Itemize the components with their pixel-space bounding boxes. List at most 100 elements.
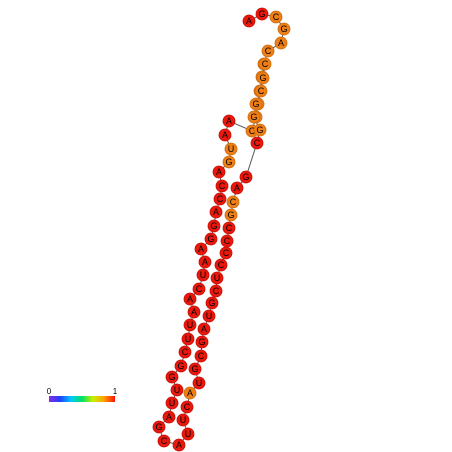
nucleotide-49: U [202,309,216,323]
nucleotide-base-label: C [217,194,224,204]
nucleotide-base-label: A [198,244,204,254]
nucleotide-circle [230,181,244,195]
nucleotide-circle [255,7,269,21]
nucleotide-base-label: U [169,398,176,408]
nucleotide-67: C [258,57,272,71]
nucleotide-base-label: C [254,138,261,148]
nucleotide-24: A [198,255,212,269]
nucleotide-base-label: C [265,46,272,56]
nucleotide-base-label: A [176,440,182,450]
nucleotide-18: C [215,179,229,193]
nucleotide-59: A [230,181,244,195]
nucleotide-circle [204,232,218,246]
nucleotide-circle [196,268,210,282]
nucleotide-circle [157,434,171,448]
nucleotide-circle [180,400,194,414]
nucleotide-63: G [247,110,261,124]
nucleotide-22: G [204,232,218,246]
nucleotide-51: C [209,284,223,298]
nucleotide-circle [214,258,228,272]
nucleotide-circle [226,195,240,209]
nucleotide-base-label: G [168,372,175,382]
nucleotide-circle [202,309,216,323]
nucleotide-circle [253,123,267,137]
nucleotide-circle [224,208,238,222]
nucleotide-66: G [256,71,270,85]
nucleotide-circle [222,114,236,128]
nucleotide-64: G [249,97,263,111]
nucleotide-21: G [207,219,221,233]
nucleotide-37: G [152,420,166,434]
nucleotide-base-label: G [250,112,257,122]
nucleotide-base-label: U [196,378,203,388]
nucleotide-52: U [210,271,224,285]
nucleotide-circle [181,427,195,441]
nucleotide-base-label: C [219,181,226,191]
nucleotide-60: G [239,170,253,184]
nucleotide-base-label: A [234,183,240,193]
nucleotide-25: U [196,268,210,282]
nucleotide-base-label: A [216,167,222,177]
nucleotide-base-label: U [187,320,194,330]
nucleotide-34: U [170,383,184,397]
nucleotide-32: G [174,359,188,373]
nucleotide-base-label: U [185,334,192,344]
nucleotide-base-label: G [225,157,232,167]
nucleotide-20: A [209,205,223,219]
nucleotide-base-label: G [252,99,259,109]
nucleotide-base-label: A [213,207,219,217]
nucleotide-circle [222,155,236,169]
nucleotide-58: C [226,195,240,209]
nucleotide-circle [194,349,208,363]
nucleotide-31: C [178,345,192,359]
nucleotide-base-label: G [208,298,215,308]
nucleotide-circle [274,36,288,50]
nucleotide-circle [256,71,270,85]
nucleotide-circle [165,370,179,384]
nucleotide-4: G [277,22,291,36]
nucleotide-48: A [197,322,211,336]
nucleotide-14: A [218,128,232,142]
nucleotide-54: C [219,246,233,260]
nucleotide-base-label: C [226,223,233,233]
nucleotide-base-label: C [223,248,230,258]
nucleotide-circle [220,234,234,248]
nucleotide-35: U [165,396,179,410]
nucleotide-circle [195,335,209,349]
nucleotide-30: U [181,332,195,346]
nucleotide-base-label: G [242,172,249,182]
nucleotide-13: A [222,114,236,128]
nucleotide-base-label: A [278,38,284,48]
nucleotide-65: C [254,84,268,98]
nucleotide-base-label: C [213,286,220,296]
nucleotide-23: A [194,242,208,256]
nucleotide-base-label: C [249,126,256,136]
nucleotide-38: C [157,434,171,448]
nucleotide-base-label: G [256,125,263,135]
nucleotide-base-label: U [185,429,192,439]
nucleotide-circle [170,383,184,397]
nucleotide-16: G [222,155,236,169]
nucleotide-53: C [214,258,228,272]
nucleotide-44: U [192,376,206,390]
nucleotide-29: U [183,318,197,332]
nucleotide-circle [242,14,256,28]
nucleotide-circle [209,284,223,298]
nucleotide-circle [254,84,268,98]
nucleotide-43: A [183,386,197,400]
nucleotide-layer: AGCGACGCUGCCAAUGACCAGGAAUCAAUUCGGUUAGCAU… [152,7,291,452]
nucleotide-base-label: C [258,86,265,96]
nucleotide-circle [152,420,166,434]
nucleotide-base-label: A [201,324,207,334]
nucleotide-base-label: G [259,73,266,83]
nucleotide-61: C [250,136,264,150]
nucleotide-1: A [242,14,256,28]
nucleotide-base-label: C [273,12,280,22]
nucleotide-circle [249,97,263,111]
nucleotide-circle [215,179,229,193]
nucleotide-46: C [194,349,208,363]
nucleotide-42: C [180,400,194,414]
nucleotide-45: G [188,362,202,376]
nucleotide-circle [212,165,226,179]
